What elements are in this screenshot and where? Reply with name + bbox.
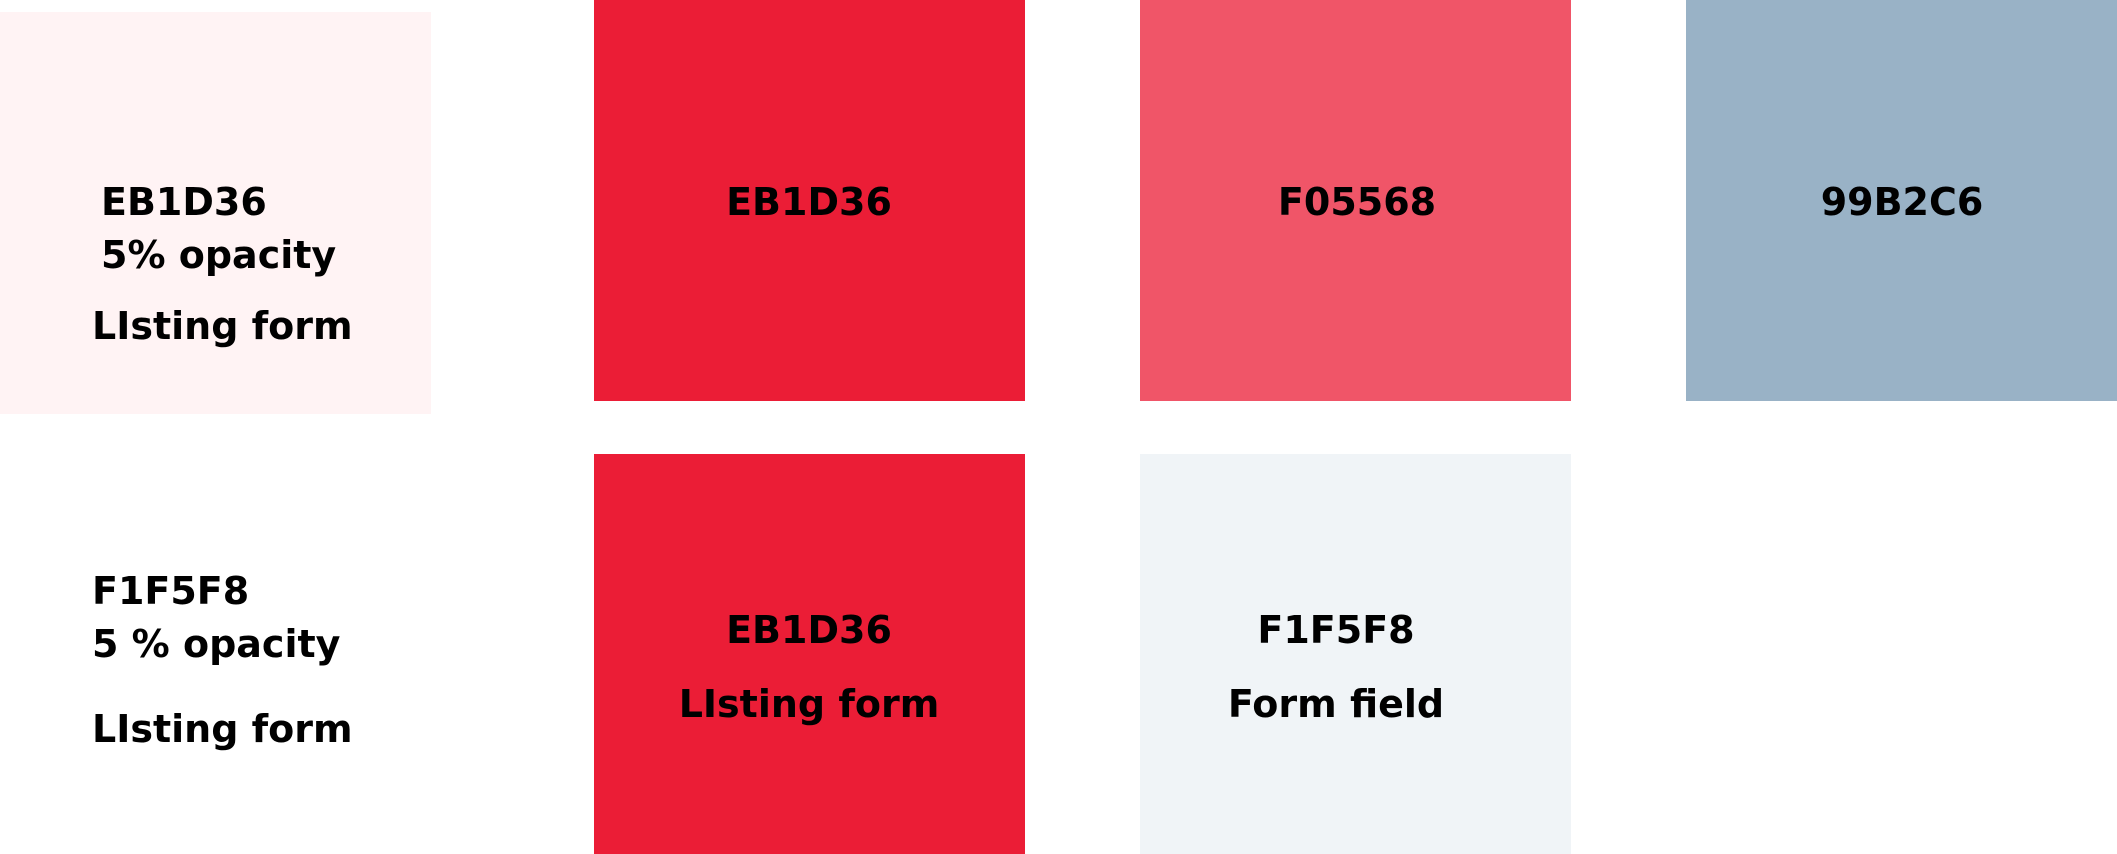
swatch-opacity-label: 5 % opacity — [92, 622, 341, 666]
swatch-f05568 — [1140, 0, 1571, 401]
swatch-code-label: EB1D36 — [726, 180, 892, 224]
swatch-99b2c6 — [1686, 0, 2117, 401]
swatch-usage-label: LIsting form — [678, 682, 940, 726]
swatch-opacity-label: 5% opacity — [101, 233, 337, 277]
swatch-code-label: F1F5F8 — [1257, 608, 1415, 652]
swatch-eb1d36-5-opacity — [0, 12, 431, 414]
swatch-usage-label: Form field — [1227, 682, 1445, 726]
swatch-code-label: 99B2C6 — [1820, 180, 1984, 224]
swatch-usage-label: LIsting form — [92, 707, 353, 751]
swatch-usage-label: LIsting form — [92, 304, 353, 348]
swatch-code-label: EB1D36 — [101, 180, 267, 224]
swatch-code-label: F1F5F8 — [92, 569, 250, 613]
swatch-code-label: EB1D36 — [726, 608, 892, 652]
swatch-code-label: F05568 — [1277, 180, 1437, 224]
swatch-eb1d36 — [594, 0, 1025, 401]
swatch-eb1d36-listing-form — [594, 454, 1025, 854]
swatch-f1f5f8-form-field — [1140, 454, 1571, 854]
